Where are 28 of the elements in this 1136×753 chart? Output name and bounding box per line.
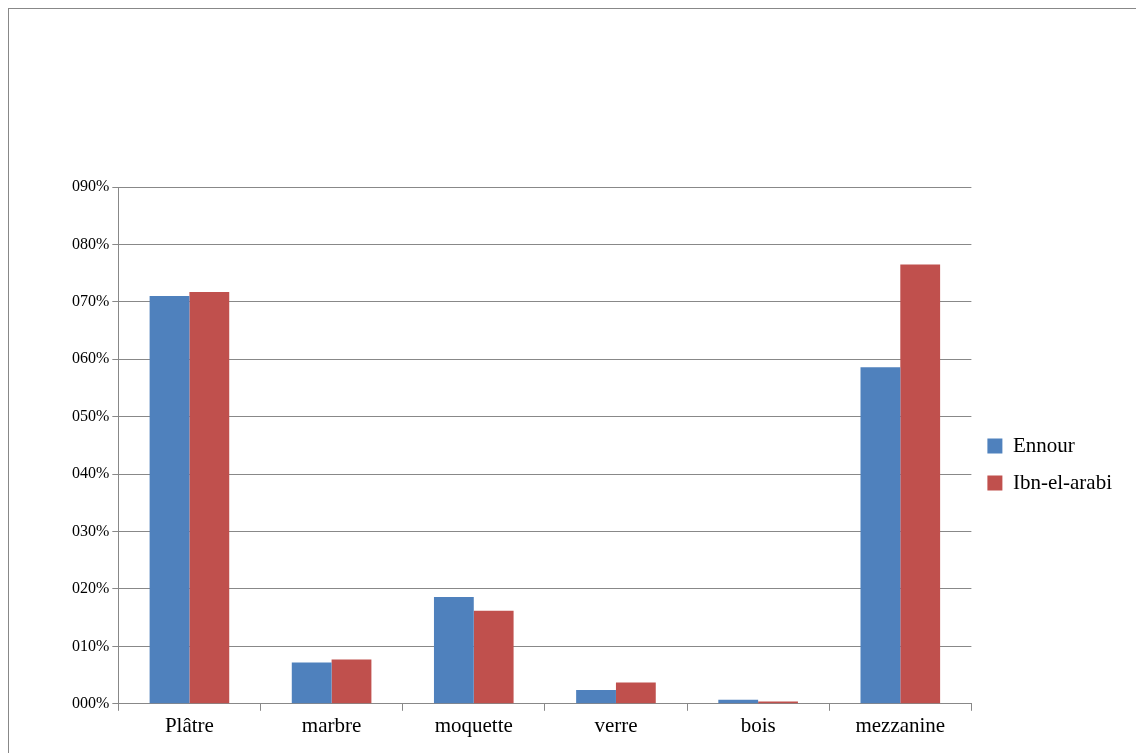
- bar: [473, 610, 514, 704]
- y-tick-label: 060%: [72, 349, 110, 367]
- x-tick-label: Plâtre: [164, 712, 214, 737]
- bar: [900, 264, 941, 704]
- bar: [291, 662, 332, 704]
- legend-label: Ibn-el-arabi: [1012, 469, 1113, 494]
- x-tick-label: bois: [740, 712, 776, 737]
- y-tick-label: 050%: [72, 406, 110, 424]
- bar: [149, 296, 190, 704]
- y-tick-label: 080%: [72, 234, 110, 252]
- legend-label: Ennour: [1012, 432, 1075, 457]
- bar: [433, 597, 474, 704]
- y-tick-label: 020%: [72, 579, 110, 597]
- bar: [576, 690, 616, 704]
- x-tick-label: verre: [594, 712, 638, 737]
- y-tick-label: 090%: [72, 177, 110, 195]
- y-tick-label: 000%: [72, 694, 110, 711]
- bar: [860, 367, 901, 704]
- y-tick-label: 010%: [72, 636, 110, 654]
- x-tick-label: mezzanine: [855, 712, 946, 737]
- y-tick-label: 070%: [72, 292, 110, 310]
- bar: [189, 292, 230, 704]
- y-tick-label: 040%: [72, 464, 110, 482]
- bar: [331, 659, 372, 704]
- bar: [615, 682, 656, 704]
- x-tick-label: marbre: [301, 712, 362, 737]
- y-tick-label: 030%: [72, 521, 110, 539]
- x-tick-label: moquette: [434, 712, 513, 737]
